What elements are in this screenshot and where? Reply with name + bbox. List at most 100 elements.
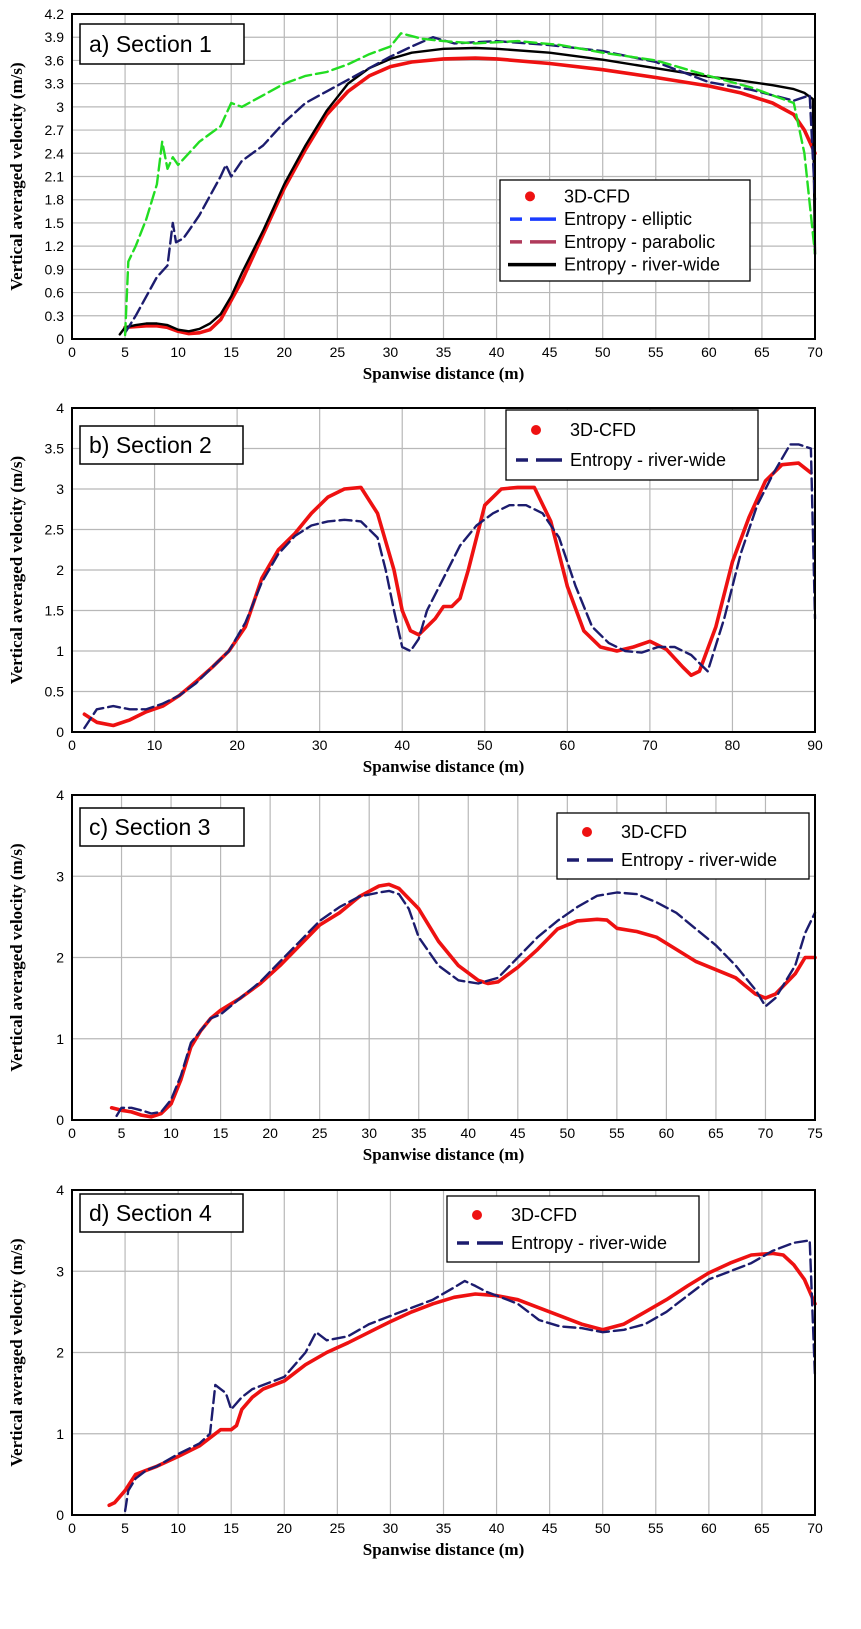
y-tick-label: 2 [56,950,64,966]
legend-label: 3D-CFD [511,1205,577,1225]
y-tick-label: 2.7 [45,122,65,138]
plot-frame [71,1189,816,1516]
y-axis-title: Vertical averaged velocity (m/s) [7,456,26,684]
x-tick-label: 50 [477,737,493,753]
x-tick-label: 30 [383,1520,399,1536]
x-tick-label: 15 [223,1520,239,1536]
x-tick-label: 55 [648,344,664,360]
plot-frame [71,13,816,340]
x-tick-label: 50 [560,1125,576,1141]
x-tick-label: 40 [460,1125,476,1141]
y-tick-label: 0.5 [45,684,65,700]
x-tick-label: 25 [312,1125,328,1141]
x-tick-label: 40 [489,1520,505,1536]
y-tick-label: 2 [56,1345,64,1361]
x-tick-label: 20 [276,1520,292,1536]
panel-label: a) Section 1 [89,31,212,57]
x-tick-label: 30 [312,737,328,753]
legend-label: Entropy - river-wide [621,850,777,870]
legend-label: Entropy - river-wide [564,255,720,275]
x-tick-label: 70 [807,344,823,360]
y-axis-title: Vertical averaged velocity (m/s) [7,843,26,1071]
panel-label-box [79,425,244,465]
y-tick-label: 4.2 [45,6,65,22]
chart-panel-c: 0 5 10 15 20 25 30 35 40 45 50 55 60 65 70 75 0 1 2 3 4 Spanw… [7,787,823,1164]
chart-panel-a: 0 5 10 15 20 25 30 35 40 45 50 55 60 65 70 0 0.3 0.6 0.9 1.… [7,6,823,383]
x-tick-label: 75 [807,1125,823,1141]
x-tick-label: 55 [609,1125,625,1141]
legend-label: 3D-CFD [564,186,630,206]
x-tick-label: 5 [121,1520,129,1536]
x-tick-label: 10 [170,344,186,360]
legend-label: 3D-CFD [570,420,636,440]
x-tick-label: 45 [510,1125,526,1141]
y-tick-label: 3 [56,1263,64,1279]
y-tick-label: 0 [56,1112,64,1128]
y-tick-label: 0 [56,1507,64,1523]
y-tick-label: 1.2 [45,238,65,254]
y-tick-label: 1.8 [45,192,65,208]
x-tick-label: 50 [595,1520,611,1536]
plot-frame [71,407,816,733]
y-tick-label: 4 [56,787,64,803]
x-tick-label: 65 [708,1125,724,1141]
series-line-1 [123,1239,817,1513]
x-tick-label: 30 [361,1125,377,1141]
x-tick-label: 10 [147,737,163,753]
x-tick-label: 40 [489,344,505,360]
chart-panel-d: 0 5 10 15 20 25 30 35 40 45 50 55 60 65 70 0 1 2 3 4 Spanwis… [7,1182,823,1559]
y-axis-title: Vertical averaged velocity (m/s) [7,1238,26,1466]
legend-label: Entropy - parabolic [564,232,715,252]
x-tick-label: 60 [701,1520,717,1536]
x-tick-label: 55 [648,1520,664,1536]
x-tick-label: 60 [659,1125,675,1141]
y-axis-title: Vertical averaged velocity (m/s) [7,62,26,290]
x-tick-label: 80 [725,737,741,753]
panel-label-box [79,1193,244,1233]
y-tick-label: 0.6 [45,285,65,301]
legend-box [505,409,759,481]
panel-label: c) Section 3 [89,814,210,840]
series-line-1 [83,443,817,730]
x-tick-label: 30 [383,344,399,360]
y-tick-label: 3.6 [45,52,65,68]
y-tick-label: 2 [56,562,64,578]
series-line-1 [118,46,817,336]
x-axis-title: Spanwise distance (m) [363,1540,525,1559]
x-tick-label: 0 [68,1520,76,1536]
legend-marker [582,827,592,837]
legend-label: 3D-CFD [621,822,687,842]
x-tick-label: 70 [807,1520,823,1536]
y-tick-label: 1 [56,1031,64,1047]
x-tick-label: 25 [330,1520,346,1536]
y-tick-label: 1.5 [45,603,65,619]
y-tick-label: 3.5 [45,441,65,457]
x-tick-label: 15 [213,1125,229,1141]
x-tick-label: 0 [68,344,76,360]
y-tick-label: 4 [56,400,64,416]
x-tick-label: 35 [436,1520,452,1536]
x-tick-label: 50 [595,344,611,360]
x-tick-label: 45 [542,1520,558,1536]
series-line-3 [123,32,817,337]
series-line-2 [123,36,817,334]
y-tick-label: 4 [56,1182,64,1198]
x-tick-label: 70 [642,737,658,753]
x-tick-label: 60 [560,737,576,753]
legend-marker [531,425,541,435]
y-tick-label: 0 [56,331,64,347]
x-tick-label: 90 [807,737,823,753]
y-tick-label: 2.5 [45,522,65,538]
x-tick-label: 10 [170,1520,186,1536]
series-group [118,32,817,337]
x-axis-title: Spanwise distance (m) [363,757,525,776]
y-tick-label: 3 [56,868,64,884]
y-tick-label: 3 [56,99,64,115]
chart-panel-b: 0 10 20 30 40 50 60 70 80 90 0 0.5 1 1.5 2 2.5 3 3.5 4 Span… [7,400,823,776]
y-tick-label: 2.4 [45,145,65,161]
x-tick-label: 40 [394,737,410,753]
x-tick-label: 35 [411,1125,427,1141]
x-tick-label: 25 [330,344,346,360]
x-tick-label: 20 [229,737,245,753]
